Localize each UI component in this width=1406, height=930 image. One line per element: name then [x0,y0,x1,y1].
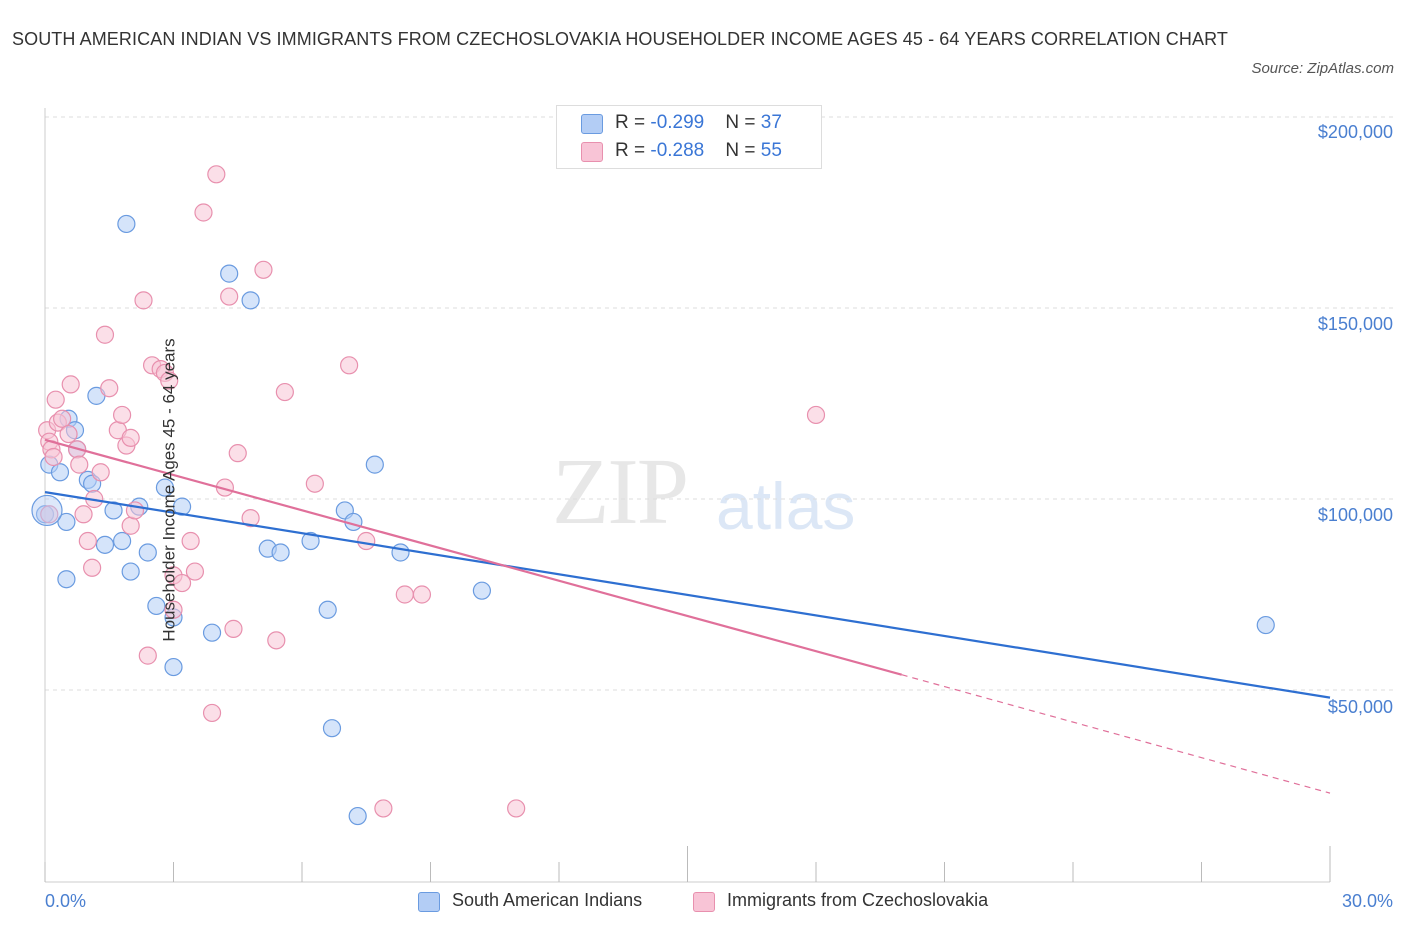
watermark-atlas: atlas [716,469,856,543]
point-pink-4 [46,390,65,409]
trendline-pink [44,438,902,676]
point-blue-33 [348,806,367,826]
point-blue-25 [241,291,260,310]
y-tick-label-100000: $100,000 [1317,505,1393,525]
legend-r-value: -0.288 [650,140,705,161]
bottom-legend-swatch-pink [693,892,715,912]
point-blue-20 [164,657,183,677]
point-blue-37 [1256,615,1275,635]
point-pink-47 [340,356,359,375]
point-pink-13 [83,558,102,577]
point-blue-13 [112,531,132,551]
point-pink-6 [53,409,72,428]
point-pink-50 [395,585,414,604]
point-pink-53 [806,405,826,425]
point-blue-18 [155,478,175,497]
point-pink-46 [305,474,324,493]
legend-r-label: R = [615,112,651,133]
point-pink-54 [40,505,59,524]
point-pink-21 [121,428,140,447]
y-tick-label-150000: $150,000 [1317,314,1393,334]
point-pink-30 [164,600,183,619]
point-pink-24 [134,291,153,310]
point-blue-35 [391,543,410,562]
point-pink-45 [275,382,294,402]
legend-text-series2: R = -0.288 N = 55 [615,140,782,162]
legend-swatch-pink [581,142,603,162]
point-pink-29 [160,371,179,390]
point-pink-42 [241,508,260,528]
point-pink-16 [95,325,115,344]
legend-r-label: R = [615,140,651,161]
point-blue-2 [50,463,70,482]
point-pink-11 [74,505,93,524]
point-pink-41 [228,444,247,463]
point-pink-49 [374,799,393,818]
point-blue-3 [57,512,76,532]
legend-swatch-blue [581,114,603,134]
point-blue-12 [104,501,123,520]
point-pink-44 [267,631,286,650]
bottom-legend-swatch-blue [418,892,440,912]
point-pink-52 [507,799,526,818]
point-pink-33 [181,531,200,551]
legend-n-value: 55 [760,140,782,161]
x-tick-label-max: 30.0% [1341,891,1393,911]
point-pink-15 [91,463,110,482]
point-pink-39 [220,287,239,306]
point-pink-25 [138,646,157,665]
point-pink-35 [194,203,213,222]
point-pink-8 [61,375,80,394]
chart-title: SOUTH AMERICAN INDIAN VS IMMIGRANTS FROM… [12,29,1228,49]
point-blue-large [31,494,63,527]
point-pink-32 [172,573,192,593]
point-pink-7 [59,424,78,444]
y-tick-label-50000: $50,000 [1327,697,1393,717]
point-pink-51 [412,585,432,604]
point-blue-23 [117,214,136,234]
point-blue-30 [322,719,342,738]
point-pink-43 [254,260,273,279]
trendline-pink-extension [901,674,1331,794]
point-blue-11 [95,535,115,554]
point-pink-37 [207,165,226,184]
watermark-zip: ZIP [552,440,689,544]
correlation-legend: R = -0.299 N = 37 R = -0.288 N = 55 [556,105,822,169]
point-pink-22 [121,516,140,535]
bottom-legend-label: South American Indians [452,890,643,910]
point-blue-24 [220,264,239,283]
point-pink-3 [44,447,63,467]
point-blue-34 [365,455,384,474]
legend-n-label: N = [725,140,761,161]
point-pink-12 [78,531,97,551]
point-blue-17 [147,596,166,616]
point-pink-36 [202,703,222,723]
point-pink-19 [112,405,132,425]
point-blue-4 [57,570,76,589]
point-blue-36 [472,581,491,600]
point-pink-10 [70,455,89,474]
point-pink-48 [357,531,376,551]
y-tick-label-200000: $200,000 [1317,122,1393,142]
legend-text-series1: R = -0.299 N = 37 [615,112,782,134]
point-blue-16 [138,543,157,562]
x-tick-label-min: 0.0% [45,891,87,911]
point-blue-22 [202,623,222,642]
source-label: Source: ZipAtlas.com [1251,60,1394,77]
point-blue-29 [318,600,337,619]
legend-n-label: N = [725,112,761,133]
trendline-blue [44,491,1331,699]
point-blue-27 [271,543,290,562]
point-pink-17 [100,379,119,398]
point-pink-40 [224,619,243,638]
bottom-legend-label: Immigrants from Czechoslovakia [727,890,989,910]
legend-n-value: 37 [760,112,782,133]
point-blue-28 [301,531,320,551]
point-pink-34 [185,562,205,581]
y-axis-label: Householder Income Ages 45 - 64 years [159,338,179,642]
point-blue-14 [121,562,140,581]
legend-r-value: -0.299 [650,112,705,133]
